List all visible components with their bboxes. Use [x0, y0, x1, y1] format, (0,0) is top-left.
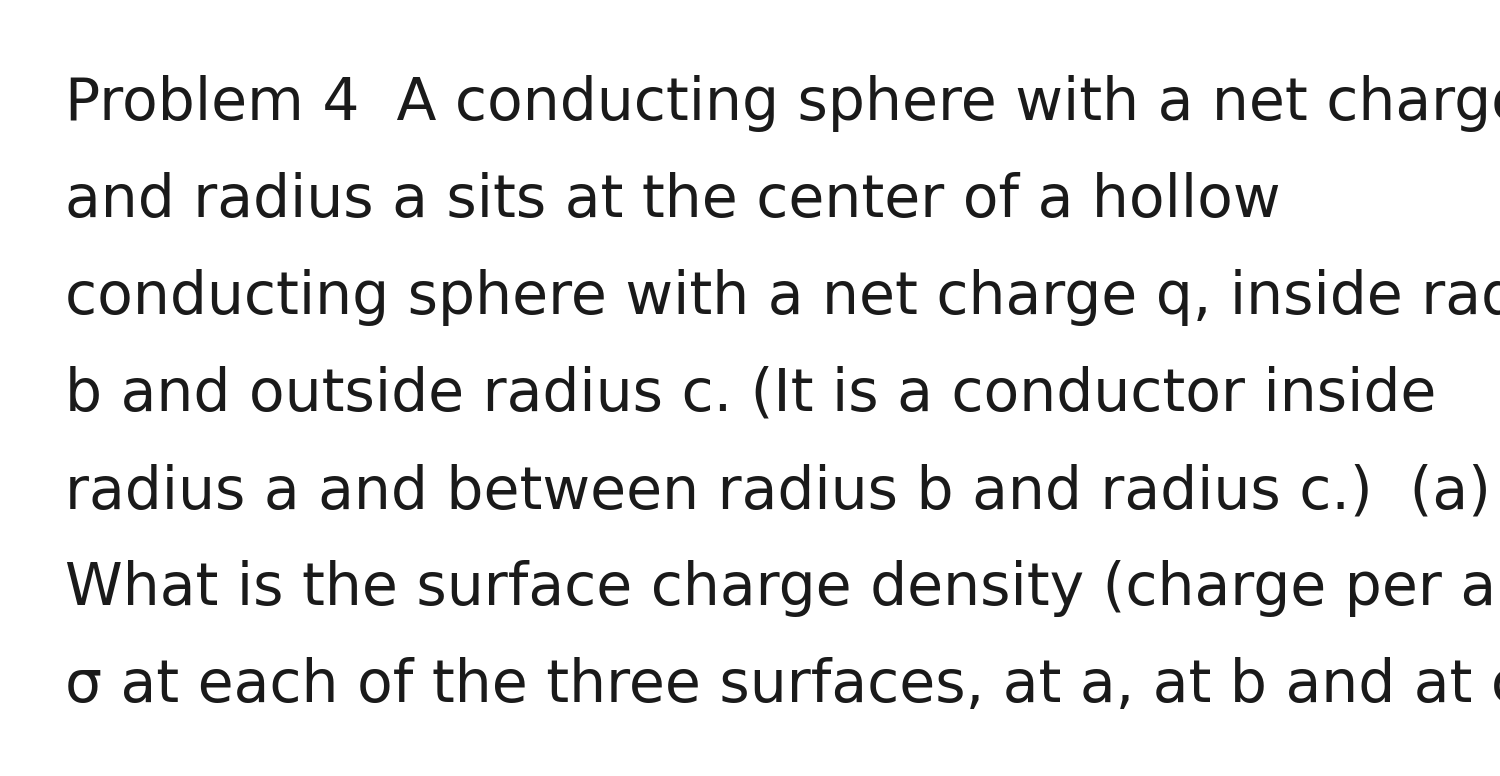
Text: and radius a sits at the center of a hollow: and radius a sits at the center of a hol…	[64, 172, 1281, 229]
Text: conducting sphere with a net charge q, inside radius: conducting sphere with a net charge q, i…	[64, 269, 1500, 326]
Text: What is the surface charge density (charge per area): What is the surface charge density (char…	[64, 560, 1500, 617]
Text: Problem 4  A conducting sphere with a net charge Q: Problem 4 A conducting sphere with a net…	[64, 75, 1500, 132]
Text: radius a and between radius b and radius c.)  (a): radius a and between radius b and radius…	[64, 463, 1491, 520]
Text: b and outside radius c. (It is a conductor inside: b and outside radius c. (It is a conduct…	[64, 366, 1437, 423]
Text: σ at each of the three surfaces, at a, at b and at c?: σ at each of the three surfaces, at a, a…	[64, 657, 1500, 714]
